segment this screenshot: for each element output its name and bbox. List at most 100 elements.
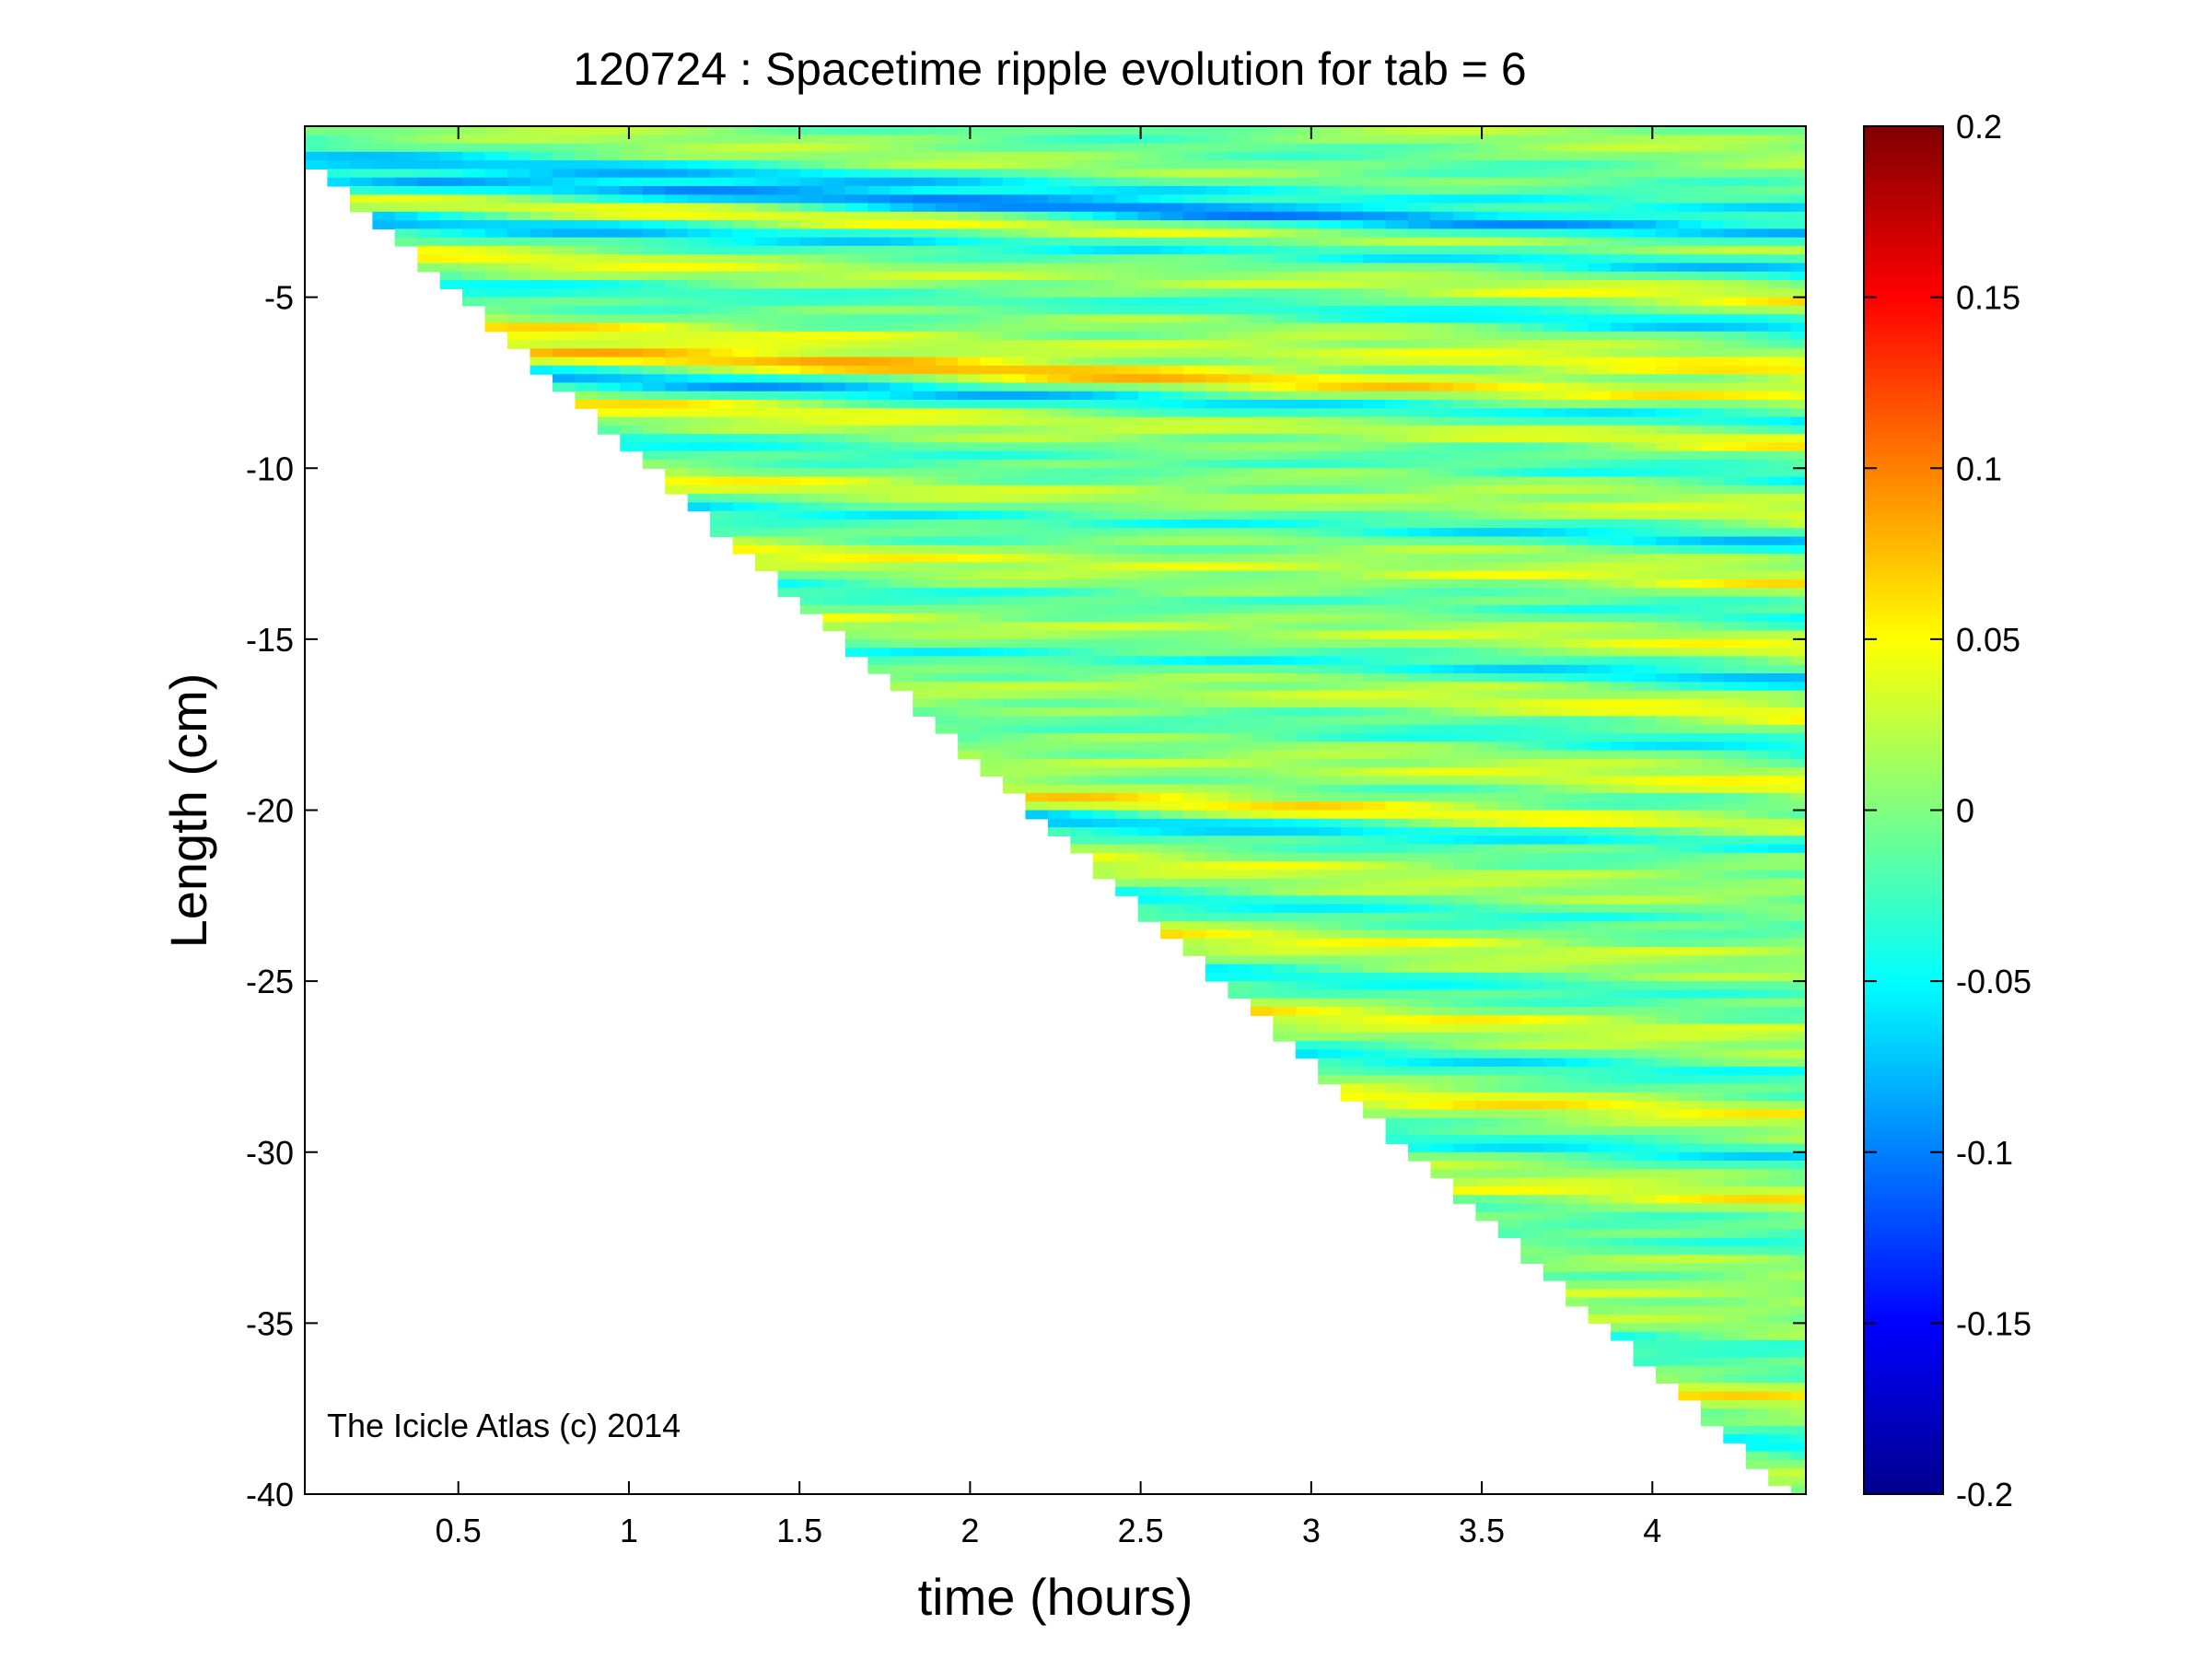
heatmap-cell bbox=[822, 288, 846, 298]
heatmap-cell bbox=[642, 356, 666, 367]
heatmap-cell bbox=[1385, 340, 1409, 349]
heatmap-cell bbox=[1543, 758, 1566, 768]
heatmap-cell bbox=[1115, 758, 1139, 768]
heatmap-cell bbox=[1115, 348, 1139, 358]
heatmap-cell bbox=[1678, 254, 1702, 264]
heatmap-cell bbox=[1137, 570, 1161, 580]
heatmap-cell bbox=[1633, 297, 1657, 307]
heatmap-cell bbox=[1520, 733, 1544, 742]
heatmap-cell bbox=[1611, 742, 1635, 752]
heatmap-cell bbox=[1520, 160, 1544, 169]
heatmap-cell bbox=[1430, 895, 1454, 905]
heatmap-cell bbox=[1611, 254, 1635, 264]
heatmap-cell bbox=[844, 450, 868, 461]
heatmap-cell bbox=[1520, 938, 1544, 948]
heatmap-cell bbox=[980, 382, 1004, 392]
heatmap-cell bbox=[1340, 416, 1364, 426]
heatmap-cell bbox=[1003, 151, 1027, 161]
heatmap-cell bbox=[687, 416, 711, 426]
heatmap-cell bbox=[597, 254, 621, 264]
heatmap-cell bbox=[755, 400, 779, 409]
heatmap-cell bbox=[1228, 878, 1252, 888]
heatmap-cell bbox=[1566, 169, 1589, 179]
heatmap-cell bbox=[665, 169, 689, 179]
heatmap-cell bbox=[1497, 724, 1521, 734]
heatmap-cell bbox=[1678, 562, 1702, 572]
heatmap-cell bbox=[890, 630, 914, 640]
heatmap-cell bbox=[1408, 460, 1431, 469]
heatmap-cell bbox=[1566, 955, 1589, 965]
heatmap-cell bbox=[1656, 228, 1679, 239]
heatmap-cell bbox=[1588, 1314, 1612, 1324]
heatmap-cell bbox=[1520, 1237, 1544, 1247]
heatmap-cell bbox=[1182, 391, 1206, 401]
heatmap-cell bbox=[1092, 818, 1116, 828]
heatmap-cell bbox=[822, 340, 846, 349]
heatmap-cell bbox=[1678, 519, 1702, 529]
heatmap-cell bbox=[1611, 356, 1635, 367]
heatmap-cell bbox=[1678, 1041, 1702, 1050]
heatmap-cell bbox=[822, 562, 846, 572]
heatmap-cell bbox=[1250, 810, 1274, 820]
heatmap-cell bbox=[777, 186, 801, 195]
heatmap-cell bbox=[1250, 604, 1274, 614]
heatmap-cell bbox=[980, 314, 1004, 324]
heatmap-cell bbox=[867, 271, 891, 281]
heatmap-cell bbox=[1452, 861, 1476, 871]
heatmap-cell bbox=[687, 442, 711, 452]
heatmap-cell bbox=[913, 134, 937, 145]
heatmap-cell bbox=[1318, 844, 1342, 854]
heatmap-cell bbox=[1656, 468, 1679, 478]
heatmap-cell bbox=[935, 562, 959, 572]
heatmap-cell bbox=[1700, 698, 1724, 708]
heatmap-cell bbox=[1385, 554, 1409, 563]
heatmap-cell bbox=[710, 382, 734, 392]
heatmap-cell bbox=[1475, 1143, 1499, 1153]
heatmap-cell bbox=[1318, 151, 1342, 161]
heatmap-cell bbox=[620, 314, 644, 324]
heatmap-cell bbox=[1340, 835, 1364, 846]
heatmap-cell bbox=[1408, 1015, 1431, 1025]
heatmap-cell bbox=[1318, 964, 1342, 974]
heatmap-cell bbox=[1182, 716, 1206, 726]
heatmap-cell bbox=[1092, 630, 1116, 640]
heatmap-cell bbox=[755, 305, 779, 315]
heatmap-cell bbox=[1543, 964, 1566, 974]
heatmap-cell bbox=[1633, 707, 1657, 717]
heatmap-cell bbox=[1092, 408, 1116, 418]
heatmap-cell bbox=[1250, 596, 1274, 606]
heatmap-cell bbox=[1025, 460, 1049, 469]
heatmap-cell bbox=[1678, 186, 1702, 195]
heatmap-cell bbox=[1475, 742, 1499, 752]
heatmap-cell bbox=[1273, 638, 1297, 648]
heatmap-cell bbox=[1182, 682, 1206, 692]
heatmap-cell bbox=[1566, 1245, 1589, 1256]
heatmap-cell bbox=[1160, 656, 1184, 666]
heatmap-cell bbox=[620, 186, 644, 195]
heatmap-cell bbox=[755, 169, 779, 179]
heatmap-cell bbox=[597, 331, 621, 341]
heatmap-cell bbox=[507, 151, 531, 161]
heatmap-cell bbox=[1025, 682, 1049, 692]
heatmap-cell bbox=[732, 203, 756, 213]
heatmap-cell bbox=[844, 510, 868, 520]
heatmap-cell bbox=[1633, 998, 1657, 1008]
heatmap-cell bbox=[462, 245, 486, 255]
heatmap-cell bbox=[1678, 348, 1702, 358]
heatmap-cell bbox=[1656, 245, 1679, 255]
heatmap-cell bbox=[1295, 1041, 1319, 1050]
heatmap-cell bbox=[1497, 664, 1521, 674]
heatmap-cell bbox=[1452, 288, 1476, 298]
heatmap-cell bbox=[1678, 442, 1702, 452]
heatmap-cell bbox=[777, 143, 801, 153]
heatmap-cell bbox=[439, 186, 463, 195]
heatmap-cell bbox=[1611, 1057, 1635, 1068]
heatmap-cell bbox=[1295, 400, 1319, 409]
heatmap-cell bbox=[1611, 673, 1635, 683]
heatmap-cell bbox=[1070, 656, 1094, 666]
heatmap-cell bbox=[1070, 408, 1094, 418]
heatmap-cell bbox=[1588, 544, 1612, 555]
heatmap-cell bbox=[1633, 972, 1657, 982]
heatmap-cell bbox=[913, 177, 937, 187]
heatmap-cell bbox=[1250, 331, 1274, 341]
